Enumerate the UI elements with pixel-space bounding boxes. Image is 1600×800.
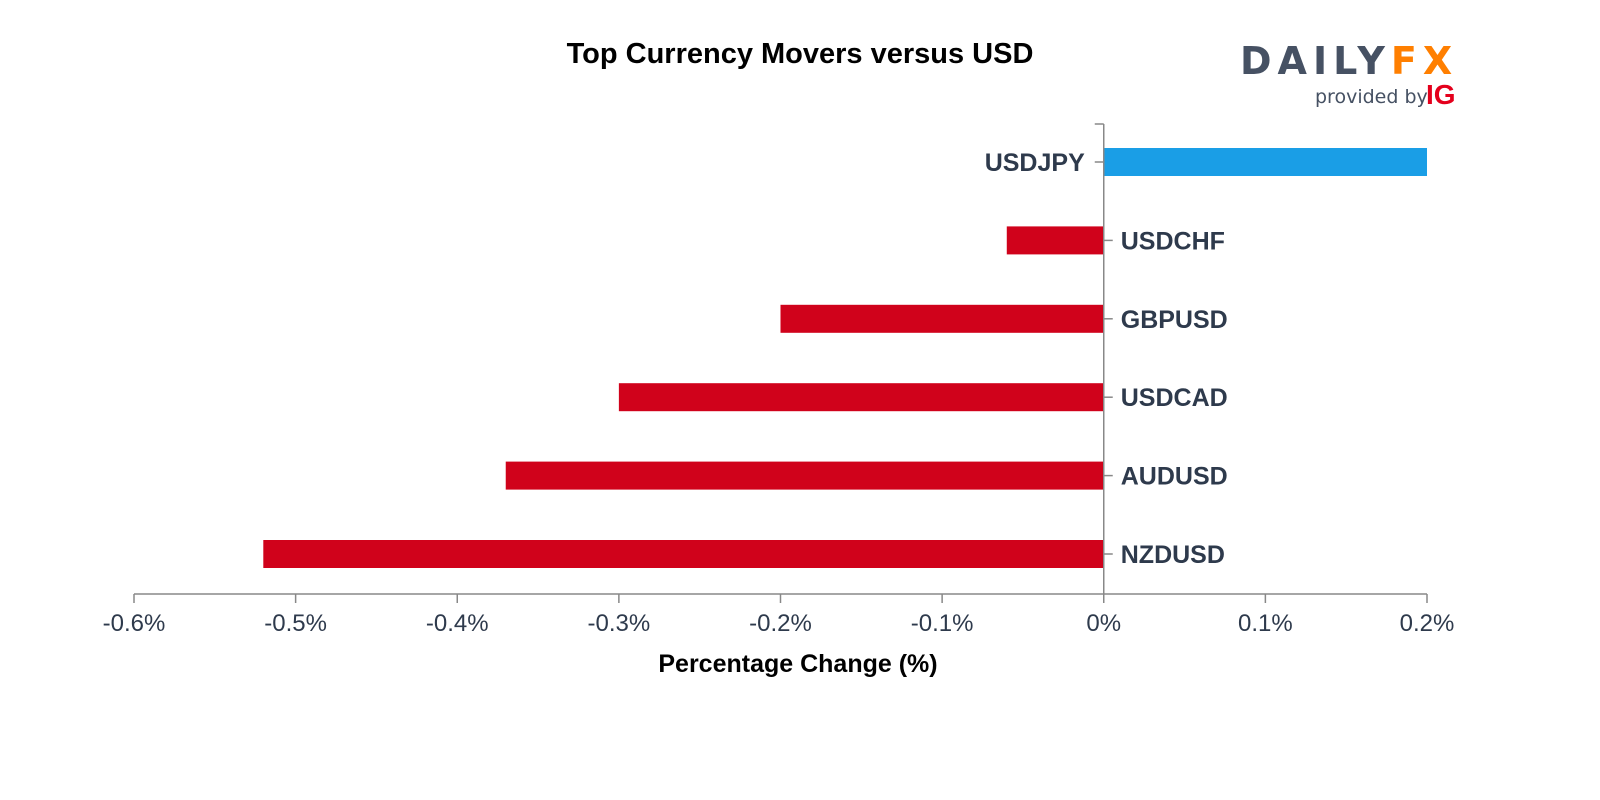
chart-title: Top Currency Movers versus USD	[566, 38, 1034, 70]
bar-gbpusd	[780, 304, 1104, 333]
bar-usdjpy	[1103, 148, 1427, 176]
x-tick-label: -0.6%	[103, 610, 166, 637]
category-label-gbpusd: GBPUSD	[1121, 306, 1228, 334]
bar-usdchf	[1006, 226, 1104, 255]
logo-daily: DAILY	[1240, 39, 1391, 83]
x-axis-title: Percentage Change (%)	[658, 650, 937, 678]
x-tick-label: 0.2%	[1400, 610, 1455, 637]
category-label-usdjpy: USDJPY	[985, 149, 1085, 177]
x-tick-label: -0.3%	[588, 610, 651, 637]
x-tick-label: -0.2%	[749, 610, 812, 637]
bar-nzdusd	[263, 540, 1104, 568]
x-axis: -0.6% -0.5% -0.4% -0.3% -0.2% -0.1% 0% 0.1% 0.2%	[103, 593, 1455, 637]
x-tick-label: -0.1%	[911, 610, 974, 637]
logo-wordmark: DAILYFX	[1240, 38, 1458, 84]
x-tick-label: -0.4%	[426, 610, 489, 637]
bar-audusd	[505, 461, 1104, 490]
category-label-usdcad: USDCAD	[1121, 384, 1228, 412]
x-tick-label: -0.5%	[264, 610, 327, 637]
y-axis: USDJPY USDCHF GBPUSD USDCAD AUDUSD NZDUSD	[985, 123, 1228, 594]
x-tick-label: 0%	[1086, 610, 1121, 637]
category-label-nzdusd: NZDUSD	[1121, 541, 1225, 569]
bar-usdcad	[618, 383, 1104, 412]
logo-provided-by: provided by	[1315, 86, 1428, 108]
x-tick-label: 0.1%	[1238, 610, 1293, 637]
logo-fx: FX	[1390, 39, 1459, 83]
category-label-audusd: AUDUSD	[1121, 463, 1228, 491]
logo-ig: IG	[1426, 79, 1456, 110]
bars-group	[263, 148, 1427, 568]
category-label-usdchf: USDCHF	[1121, 227, 1225, 255]
dailyfx-logo: DAILYFX provided by IG	[1240, 38, 1460, 110]
